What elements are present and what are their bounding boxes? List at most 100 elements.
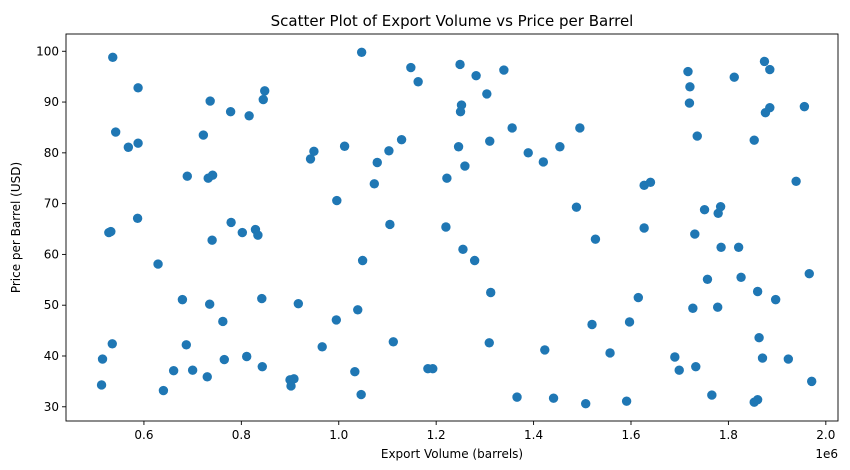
data-point [707, 390, 717, 400]
data-point [688, 303, 698, 313]
data-point [507, 123, 517, 133]
y-tick-label: 40 [44, 349, 59, 363]
data-point [332, 195, 342, 206]
data-point [339, 141, 350, 151]
data-point [460, 161, 470, 171]
x-tick-label: 0.8 [232, 428, 251, 442]
data-point [757, 353, 768, 363]
data-point [765, 64, 775, 75]
data-point [219, 354, 229, 365]
x-tick-label: 0.6 [134, 428, 153, 442]
data-point [309, 146, 319, 157]
data-point [729, 72, 739, 82]
data-point [132, 213, 143, 224]
data-point [733, 242, 744, 253]
data-point [702, 274, 713, 285]
data-point [413, 77, 423, 87]
data-point [182, 171, 192, 181]
data-point [716, 242, 726, 253]
y-axis-label: Price per Barrel (USD) [9, 162, 23, 293]
data-point [538, 157, 549, 167]
data-point [633, 292, 644, 303]
data-point [799, 101, 810, 112]
data-point [754, 333, 764, 343]
data-point [760, 108, 771, 118]
plot-frame [65, 33, 839, 422]
data-point [97, 354, 108, 364]
data-point [442, 173, 452, 183]
data-point [428, 363, 438, 374]
data-point [759, 56, 770, 67]
data-point [469, 255, 480, 266]
data-point [512, 392, 522, 402]
data-point [484, 338, 494, 348]
data-point [388, 337, 399, 347]
chart-title: Scatter Plot of Export Volume vs Price p… [271, 12, 634, 30]
data-point [96, 380, 107, 390]
data-point [712, 302, 723, 312]
data-point [385, 219, 395, 230]
points-layer [96, 47, 817, 409]
data-point [317, 342, 327, 352]
y-tick-label: 90 [44, 95, 59, 109]
x-axis-offset-label: 1e6 [815, 447, 838, 461]
data-point [207, 170, 218, 180]
data-point [684, 98, 695, 108]
x-tick-label: 1.6 [621, 428, 640, 442]
data-point [133, 138, 143, 148]
data-point [575, 123, 585, 133]
data-point [356, 47, 367, 57]
data-point [153, 259, 163, 269]
data-point [293, 298, 304, 309]
data-point [783, 354, 794, 364]
data-point [590, 234, 601, 244]
data-point [177, 294, 188, 305]
data-point [471, 70, 481, 81]
data-point [207, 235, 217, 245]
data-point [639, 223, 649, 233]
data-point [482, 89, 492, 99]
data-point [107, 339, 117, 349]
data-point [237, 227, 248, 238]
data-point [260, 86, 270, 96]
y-tick-label: 100 [36, 44, 59, 58]
data-point [806, 376, 817, 387]
data-point [110, 127, 121, 137]
data-point [715, 201, 726, 212]
data-point [257, 293, 267, 304]
data-point [305, 154, 316, 164]
data-point [770, 294, 781, 305]
data-point [571, 202, 582, 212]
x-axis: 0.6 0.8 1.0 1.2 1.4 1.6 1.8 2.0 [134, 421, 835, 442]
data-point [752, 394, 763, 405]
data-point [133, 83, 143, 93]
data-point [406, 62, 416, 73]
data-point [108, 52, 118, 63]
data-point [181, 340, 192, 350]
data-point [205, 96, 215, 106]
x-axis-label: Export Volume (barrels) [381, 447, 523, 461]
y-tick-label: 60 [44, 247, 59, 261]
data-point [350, 367, 360, 377]
data-point [486, 287, 496, 298]
data-point [523, 148, 533, 158]
data-point [690, 229, 700, 239]
data-point [198, 130, 209, 140]
data-point [752, 286, 763, 297]
data-point [691, 361, 701, 372]
data-point [257, 361, 267, 372]
y-tick-label: 30 [44, 400, 59, 414]
data-point [455, 59, 465, 70]
data-point [253, 230, 263, 240]
x-tick-label: 1.4 [524, 428, 543, 442]
data-point [674, 365, 684, 375]
data-point [168, 366, 179, 376]
data-point [384, 146, 394, 156]
data-point [458, 244, 468, 255]
data-point [555, 142, 565, 152]
data-point [485, 136, 495, 146]
data-point [441, 222, 451, 232]
data-point [289, 374, 299, 384]
data-point [791, 176, 801, 186]
